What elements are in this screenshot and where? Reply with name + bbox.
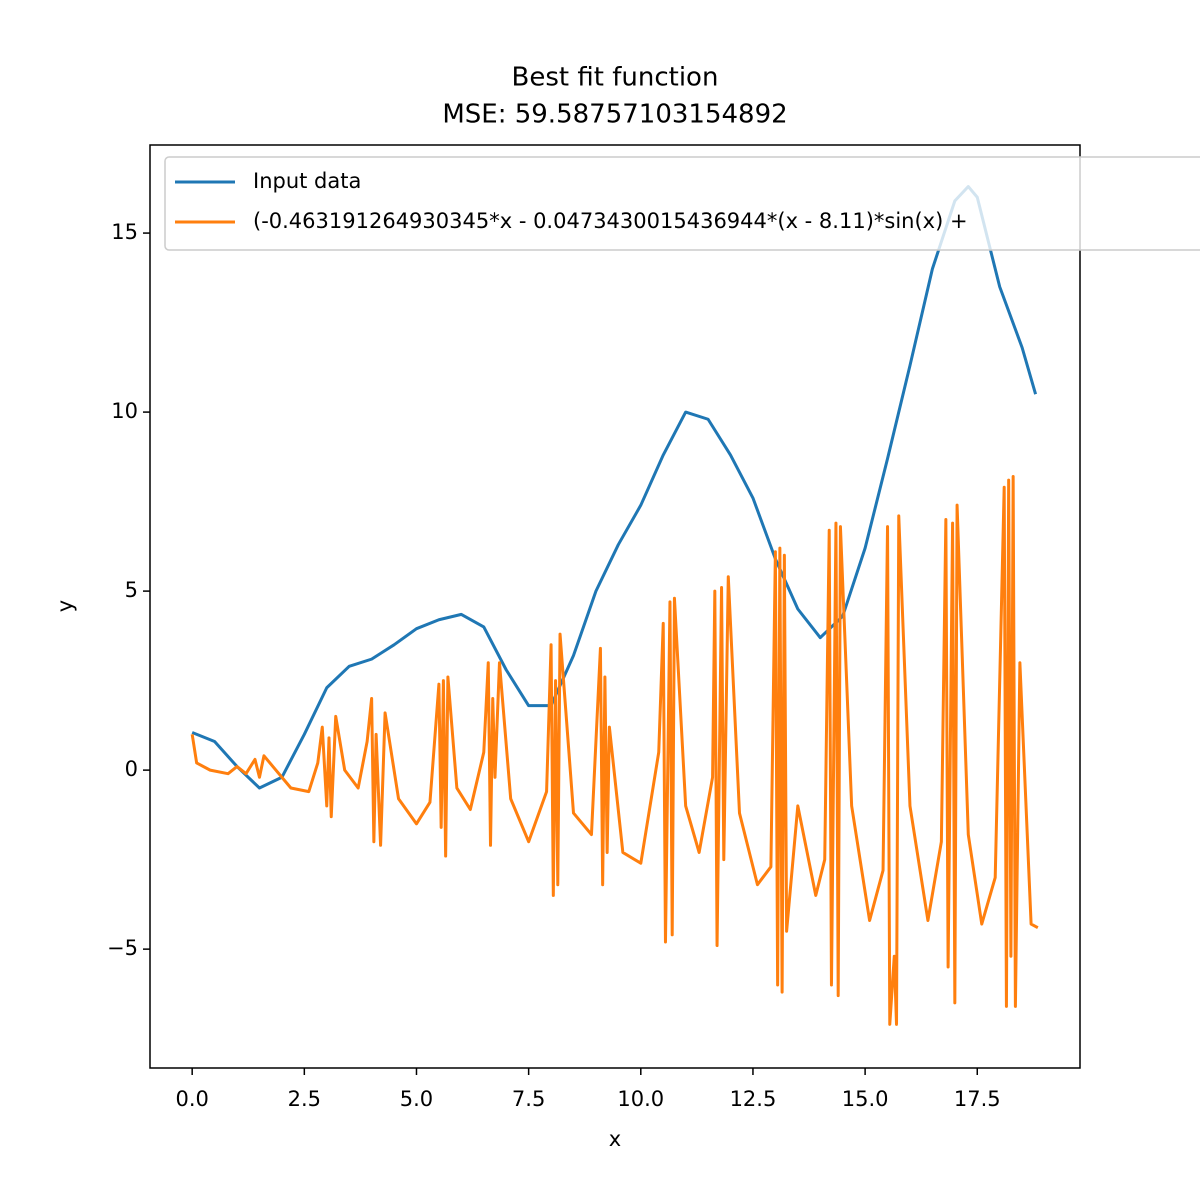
y-tick-label: −5 [107, 936, 138, 960]
y-tick-label: 15 [111, 220, 138, 244]
chart-title: Best fit function [512, 63, 719, 93]
chart-subtitle: MSE: 59.58757103154892 [442, 100, 787, 130]
x-tick-label: 15.0 [842, 1087, 889, 1111]
x-tick-label: 7.5 [512, 1087, 545, 1111]
y-tick-label: 0 [125, 757, 138, 781]
y-axis-label: y [53, 600, 77, 612]
x-tick-label: 17.5 [954, 1087, 1001, 1111]
y-tick-label: 5 [125, 578, 138, 602]
x-tick-label: 10.0 [617, 1087, 664, 1111]
data-line [190, 475, 1039, 1026]
x-axis-label: x [609, 1127, 621, 1151]
x-tick-label: 12.5 [730, 1087, 777, 1111]
data-line [191, 185, 1038, 790]
x-tick-label: 5.0 [400, 1087, 433, 1111]
legend-frame [164, 156, 1200, 251]
legend-label: Input data [253, 169, 361, 193]
plot-frame [149, 144, 1081, 1069]
y-tick-label: 10 [111, 399, 138, 423]
x-tick-label: 0.0 [175, 1087, 208, 1111]
legend-label: (-0.463191264930345*x - 0.04734300154369… [253, 209, 968, 233]
x-tick-label: 2.5 [288, 1087, 321, 1111]
